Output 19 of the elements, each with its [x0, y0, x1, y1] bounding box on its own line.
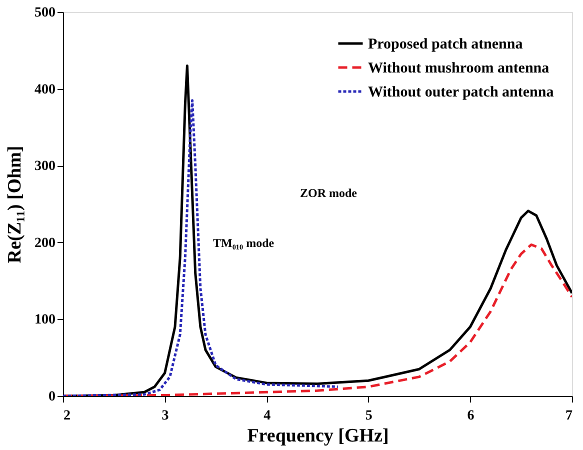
annotation: TM₀₁₀ mode — [213, 236, 275, 250]
y-tick-label: 400 — [34, 82, 56, 98]
x-tick-label: 2 — [64, 408, 70, 424]
y-tick-label: 0 — [48, 390, 56, 404]
y-tick-label: 200 — [34, 236, 56, 251]
y-tick-label: 100 — [34, 312, 56, 328]
annotation: ZOR mode — [300, 186, 358, 200]
legend-label: Without mushroom antenna — [368, 60, 550, 76]
x-axis-title: Frequency [GHz] — [247, 426, 389, 446]
x-tick-label: 3 — [162, 408, 169, 424]
x-tick-label: 7 — [566, 408, 572, 424]
y-tick-label: 500 — [34, 6, 56, 20]
y-axis-title: Re(Z₁₁) [Ohm] — [4, 146, 26, 264]
y-tick-label: 300 — [34, 159, 56, 174]
x-tick-label: 4 — [264, 408, 271, 424]
legend-label: Proposed patch atnenna — [368, 36, 524, 52]
x-tick-label: 5 — [365, 408, 372, 424]
x-tick-label: 6 — [467, 408, 474, 424]
legend-label: Without outer patch antenna — [368, 84, 554, 100]
